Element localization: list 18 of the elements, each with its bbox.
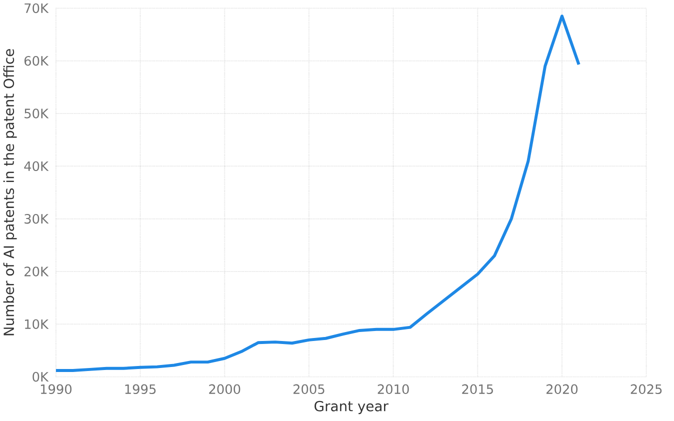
x-tick-label: 2000 bbox=[209, 384, 240, 394]
x-tick-label: 2020 bbox=[546, 384, 578, 394]
x-tick-label: 2015 bbox=[462, 384, 493, 394]
y-tick-label: 60K bbox=[24, 56, 49, 66]
x-tick-label: 2005 bbox=[293, 384, 324, 394]
x-tick-label: 2025 bbox=[630, 384, 662, 394]
x-tick-label: 2010 bbox=[378, 384, 409, 394]
x-tick-label: 1995 bbox=[125, 384, 156, 394]
x-axis-title: Grant year bbox=[314, 401, 388, 414]
y-tick-label: 20K bbox=[24, 266, 49, 277]
y-tick-label: 40K bbox=[24, 162, 49, 172]
y-tick-label: 0K bbox=[32, 372, 49, 382]
y-tick-label: 10K bbox=[25, 319, 49, 330]
y-tick-label: 50K bbox=[24, 108, 49, 119]
y-tick-label: 70K bbox=[24, 4, 49, 14]
y-axis-title: Number of AI patents in the patent Office bbox=[3, 49, 17, 336]
x-tick-label: 1990 bbox=[40, 384, 72, 394]
y-tick-label: 30K bbox=[24, 214, 49, 224]
